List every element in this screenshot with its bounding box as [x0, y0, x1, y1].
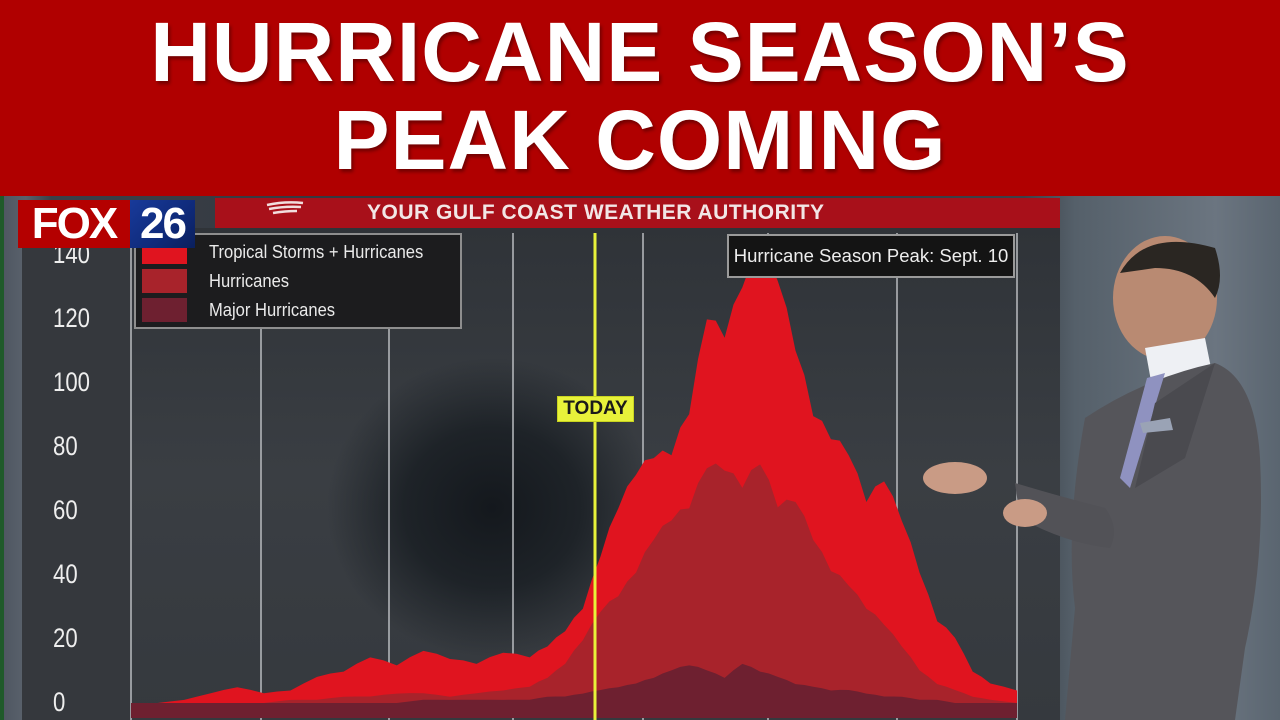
- y-tick-label: 40: [53, 559, 78, 589]
- frame-edge: [0, 196, 4, 720]
- legend-item: Hurricanes: [142, 268, 296, 294]
- authority-strip: YOUR GULF COAST WEATHER AUTHORITY: [215, 198, 1060, 228]
- y-tick-label: 0: [53, 687, 66, 717]
- peak-annotation: Hurricane Season Peak: Sept. 10: [727, 234, 1015, 278]
- station-logo: FOX 26: [18, 199, 195, 248]
- headline-line-1: HURRICANE SEASON’S: [150, 5, 1130, 99]
- today-marker-label: TODAY: [557, 396, 634, 422]
- headline-banner: HURRICANE SEASON’S PEAK COMING: [0, 0, 1280, 196]
- legend-label: Tropical Storms + Hurricanes: [209, 241, 424, 262]
- y-tick-label: 20: [53, 623, 78, 653]
- legend-label: Hurricanes: [209, 270, 290, 291]
- series-area-1: [131, 463, 1017, 718]
- y-tick-label: 100: [53, 367, 90, 397]
- legend-swatch: [142, 269, 187, 293]
- legend-item: Major Hurricanes: [142, 297, 346, 323]
- y-tick-label: 60: [53, 495, 78, 525]
- logo-word: FOX: [18, 199, 130, 248]
- legend-label: Major Hurricanes: [209, 299, 336, 320]
- wind-swoosh-icon: [266, 201, 304, 215]
- authority-tagline: YOUR GULF COAST WEATHER AUTHORITY: [367, 201, 825, 224]
- presenter-figure: [923, 236, 1261, 720]
- y-axis: [22, 228, 131, 720]
- headline-line-2: PEAK COMING: [333, 93, 947, 187]
- y-tick-label: 120: [53, 303, 90, 333]
- y-tick-label: 80: [53, 431, 78, 461]
- logo-number: 26: [130, 199, 195, 248]
- legend-swatch: [142, 298, 187, 322]
- chart-legend: Tropical Storms + Hurricanes Hurricanes …: [134, 233, 462, 329]
- series-area-2: [131, 663, 1017, 718]
